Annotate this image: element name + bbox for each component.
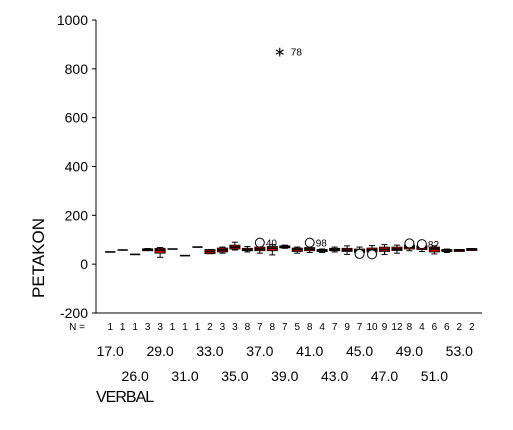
n-count-label: 10 (366, 322, 378, 333)
x-axis-label: VERBAL (96, 389, 154, 406)
x-tick-label: 26.0 (122, 368, 149, 384)
x-tick-label: 41.0 (296, 343, 323, 359)
y-tick-label: 600 (65, 110, 89, 126)
n-count-label: 3 (220, 322, 226, 333)
n-count-label: 1 (170, 322, 176, 333)
y-tick-label: 400 (65, 159, 89, 175)
x-tick-label: 51.0 (421, 368, 448, 384)
y-tick-label: 800 (65, 61, 89, 77)
x-tick-label: 29.0 (146, 343, 173, 359)
x-tick-label: 33.0 (196, 343, 223, 359)
n-count-label: 7 (332, 322, 338, 333)
n-count-label: 1 (120, 322, 126, 333)
n-count-label: 9 (344, 322, 350, 333)
x-tick-label: 49.0 (396, 343, 423, 359)
n-count-label: 7 (282, 322, 288, 333)
x-tick-label: 17.0 (97, 343, 124, 359)
axes (95, 20, 482, 314)
y-tick-label: 200 (65, 207, 89, 223)
n-count-label: 8 (307, 322, 313, 333)
x-tick-label: 53.0 (446, 343, 473, 359)
outlier-marker (367, 249, 378, 260)
n-count-label: 2 (457, 322, 463, 333)
n-count-label: 8 (407, 322, 413, 333)
n-count-label: 1 (107, 322, 113, 333)
outlier-label: 78 (291, 48, 303, 59)
n-count-label: 1 (182, 322, 188, 333)
n-count-label: 2 (469, 322, 475, 333)
x-tick-label: 31.0 (171, 368, 198, 384)
n-count-label: 7 (357, 322, 363, 333)
y-tick-label: -200 (60, 305, 88, 321)
n-count-label: 8 (270, 322, 276, 333)
x-tick-label: 47.0 (371, 368, 398, 384)
n-count-label: 12 (391, 322, 403, 333)
outlier-marker (304, 237, 315, 248)
y-ticks: -200 0 200 400 600 800 1000 (57, 12, 96, 321)
x-tick-label: 45.0 (346, 343, 373, 359)
x-tick-label: 37.0 (246, 343, 273, 359)
outlier-label: 82 (428, 240, 440, 251)
n-label-prefix: N = (69, 322, 85, 333)
n-count-label: 3 (145, 322, 151, 333)
y-axis-label: PETAKON (29, 218, 48, 298)
n-count-label: 8 (245, 322, 251, 333)
n-count-label: 6 (432, 322, 438, 333)
n-count-label: 3 (232, 322, 238, 333)
outlier-label: 98 (316, 239, 328, 250)
outlier-label: 40 (266, 239, 278, 250)
x-tick-labels: 17.0 26.0 29.0 31.0 33.0 35.0 37.0 39.0 41.0 43.0… (97, 343, 474, 384)
n-count-label: 6 (444, 322, 450, 333)
n-count-label: 4 (319, 322, 325, 333)
n-count-label: 7 (257, 322, 263, 333)
outlier-marks: 40 ∗ 78 98 82 (254, 44, 440, 260)
n-count-label: 1 (195, 322, 201, 333)
n-count-label: 4 (419, 322, 425, 333)
outlier-marker (254, 237, 265, 248)
y-tick-label: 0 (80, 256, 88, 272)
x-tick-label: 39.0 (271, 368, 298, 384)
n-count-label: 3 (157, 322, 163, 333)
n-count-label: 9 (382, 322, 388, 333)
n-labels: N = 1 1 1 3 3 1 1 1 2 3 3 8 7 8 7 5 8 4 7 9 7 10 9 12 8 4 6 6 2 2 (69, 322, 475, 333)
x-tick-label: 43.0 (321, 368, 348, 384)
y-tick-label: 1000 (57, 12, 88, 28)
n-count-label: 1 (132, 322, 138, 333)
n-count-label: 5 (294, 322, 300, 333)
n-count-label: 2 (207, 322, 213, 333)
outlier-marker (404, 238, 415, 249)
extreme-outlier-marker: ∗ (274, 44, 286, 60)
x-tick-label: 35.0 (221, 368, 248, 384)
outlier-marker (354, 248, 365, 259)
outlier-marker (416, 239, 427, 250)
